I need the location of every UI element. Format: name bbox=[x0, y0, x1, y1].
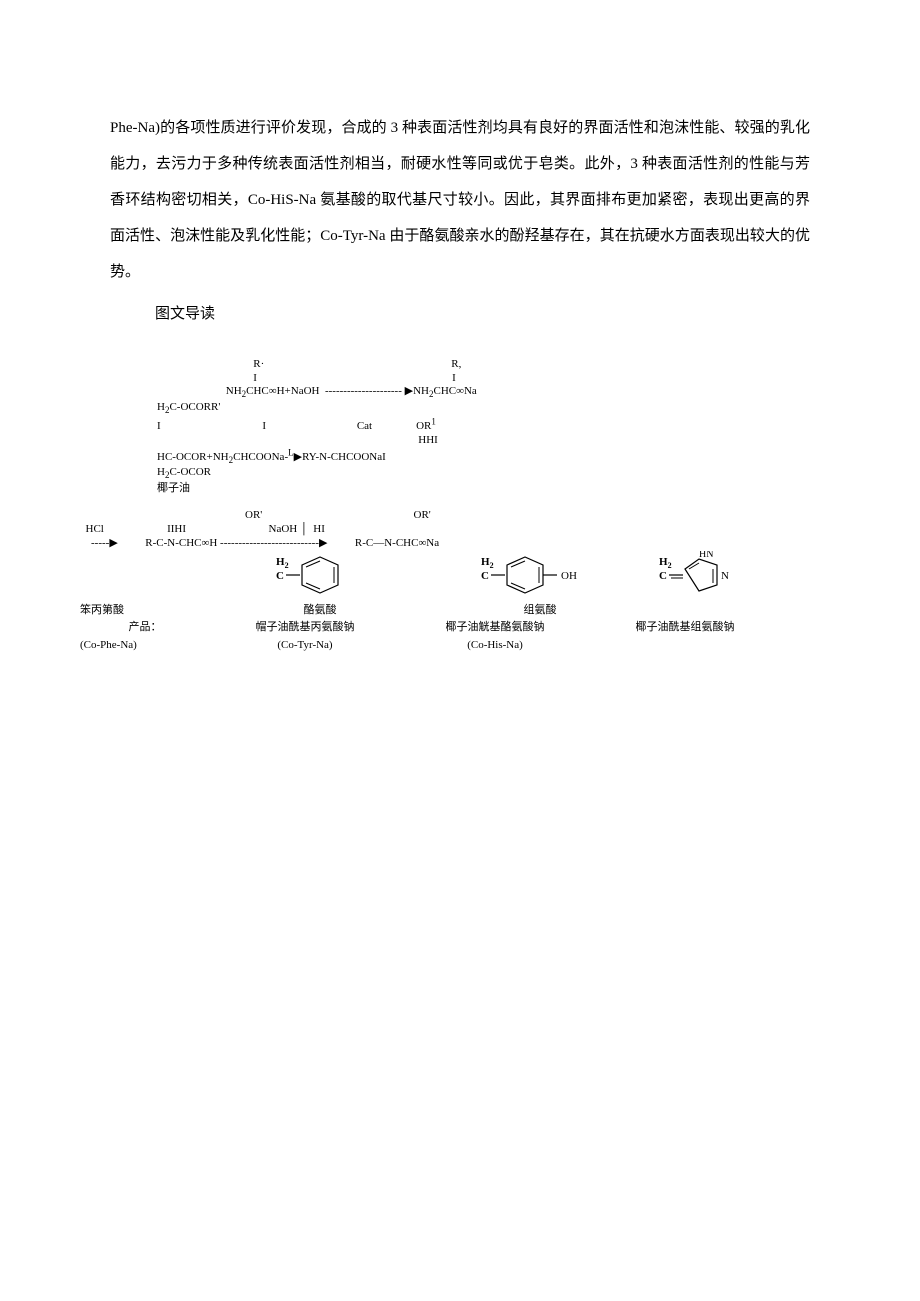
scheme-row-5: I I Cat OR1 bbox=[80, 420, 436, 432]
svg-text:H2: H2 bbox=[481, 556, 494, 570]
svg-text:H2: H2 bbox=[276, 556, 289, 570]
product-his-en: (Co-His-Na) bbox=[400, 637, 590, 655]
scheme-row-3: NH2CHC∞H+NaOH --------------------- ▶NH2… bbox=[80, 385, 477, 397]
aa-phe-label: 笨丙第酸 bbox=[80, 602, 210, 620]
section-heading: 图文导读 bbox=[110, 296, 810, 332]
body-paragraph: Phe-Na)的各项性质进行评价发现，合成的 3 种表面活性剂均具有良好的界面活… bbox=[110, 110, 810, 290]
svg-text:C: C bbox=[659, 570, 667, 582]
tyr-structure: H2 C OH bbox=[454, 551, 651, 602]
product-phe-cn: 帽子油酰基丙氨酸钠 bbox=[210, 619, 400, 637]
phe-svg: H2 C bbox=[272, 551, 392, 597]
his-structure: H2 C HN N bbox=[651, 551, 810, 602]
aa-his-label: 组氨酸 bbox=[430, 602, 650, 620]
tyr-svg: H2 C OH bbox=[477, 551, 627, 597]
reaction-scheme: R· R, I bbox=[80, 344, 810, 551]
svg-text:C: C bbox=[481, 570, 489, 582]
aa-tyr-label: 酪氨酸 bbox=[210, 602, 430, 620]
scheme-row-6: HC-OCOR+NH2CHCOONa-L▶RY-N-CHCOONaI bbox=[80, 451, 386, 463]
scheme-blank bbox=[80, 496, 83, 508]
scheme-row-2: I I bbox=[80, 372, 456, 384]
product-tyr-cn: 椰子油觥基酪氨酸钠 bbox=[400, 619, 590, 637]
para-prefix: Phe-Na) bbox=[110, 120, 160, 136]
svg-text:H2: H2 bbox=[659, 556, 672, 570]
scheme-row-9: OR' OR' bbox=[80, 509, 431, 521]
scheme-row-11: -----▶ R-C-N-CHC∞H ---------------------… bbox=[80, 537, 439, 549]
product-phe-en: (Co-Phe-Na) bbox=[80, 637, 210, 655]
scheme-row-5b: HHI bbox=[80, 434, 438, 446]
svg-text:OH: OH bbox=[561, 570, 577, 582]
svg-text:C: C bbox=[276, 570, 284, 582]
scheme-row-4: H2C-OCORR' bbox=[80, 401, 220, 413]
product-label: 产品： bbox=[80, 619, 210, 637]
his-svg: H2 C HN N bbox=[655, 551, 805, 597]
scheme-row-10: HCl IIHI NaOH │ HI bbox=[80, 523, 325, 535]
scheme-row-7: H2C-OCOR bbox=[80, 466, 211, 478]
para-text-1: 的各项性质进行评价发现，合成的 bbox=[160, 120, 387, 136]
para-cotyr: Co-Tyr-Na bbox=[320, 228, 389, 244]
para-num-1: 3 bbox=[387, 120, 402, 136]
scheme-row-1: R· R, bbox=[80, 358, 461, 370]
product-his-cn: 椰子油酰基组氨酸钠 bbox=[590, 619, 780, 637]
structure-row: H2 C H2 C OH H2 C bbox=[80, 551, 810, 602]
scheme-row-8: 椰子油 bbox=[80, 482, 190, 494]
product-tyr-en: (Co-Tyr-Na) bbox=[210, 637, 400, 655]
phe-structure: H2 C bbox=[210, 551, 454, 602]
svg-text:N: N bbox=[721, 570, 729, 582]
para-cohis: Co-HiS-Na bbox=[248, 192, 320, 208]
para-num-2: 3 bbox=[630, 156, 642, 172]
product-label-rows: 产品： 帽子油酰基丙氨酸钠 椰子油觥基酪氨酸钠 椰子油酰基组氨酸钠 (Co-Ph… bbox=[80, 619, 810, 654]
svg-text:HN: HN bbox=[699, 551, 713, 560]
aa-label-row: 笨丙第酸 酪氨酸 组氨酸 bbox=[80, 602, 810, 620]
